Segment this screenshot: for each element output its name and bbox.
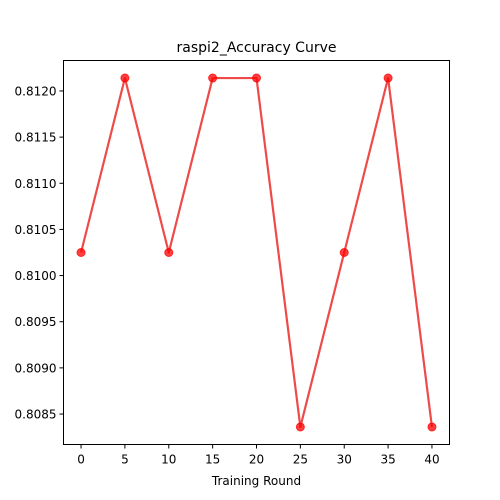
series-line <box>79 76 434 429</box>
y-tick-label: 0.8115 <box>15 131 57 145</box>
x-tick-label: 5 <box>121 453 129 467</box>
data-point <box>76 248 86 257</box>
plot-frame <box>63 60 450 445</box>
x-tick-label: 35 <box>380 453 395 467</box>
data-point <box>120 73 130 83</box>
x-axis-label: Training Round <box>211 474 301 488</box>
data-point <box>208 73 218 83</box>
x-tick-label: 10 <box>161 453 176 467</box>
data-point <box>164 248 174 257</box>
data-point <box>339 248 349 257</box>
y-tick-label: 0.8110 <box>15 177 57 191</box>
data-point <box>427 422 437 432</box>
data-point <box>295 422 305 432</box>
x-tick-label: 30 <box>337 453 352 467</box>
y-tick-label: 0.8120 <box>15 84 57 98</box>
y-tick-label: 0.8095 <box>15 315 57 329</box>
x-tick-label: 25 <box>293 453 308 467</box>
x-tick-label: 15 <box>205 453 220 467</box>
y-tick-label: 0.8105 <box>15 223 57 237</box>
y-tick-label: 0.8085 <box>15 408 57 422</box>
y-tick-label: 0.8100 <box>15 269 57 283</box>
x-tick-label: 20 <box>249 453 264 467</box>
data-point <box>252 73 261 83</box>
data-point <box>383 73 393 83</box>
y-tick-label: 0.8090 <box>15 361 57 375</box>
x-tick-label: 40 <box>424 453 439 467</box>
chart-title: raspi2_Accuracy Curve <box>177 40 337 56</box>
x-tick-label: 0 <box>77 453 85 467</box>
